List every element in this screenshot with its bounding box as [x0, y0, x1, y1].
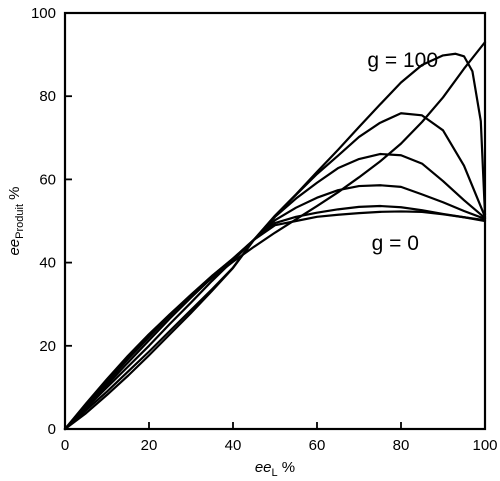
x-tick-label: 20: [141, 437, 158, 454]
x-tick-label: 100: [472, 437, 497, 454]
curves-group: [63, 41, 487, 431]
x-tick-label: 60: [309, 437, 326, 454]
plot-frame: [63, 11, 487, 431]
y-tick-label: 40: [39, 255, 56, 272]
x-axis-label: eeL %: [255, 459, 295, 479]
y-tick-label: 100: [31, 5, 56, 22]
series-curve-4: [63, 184, 487, 431]
series-curve-7: [63, 52, 487, 431]
series-curve-2: [63, 210, 487, 431]
ticks-group: 0 20 40 60 80 100 0 20 40 60 80 100: [31, 5, 498, 454]
x-tick-label: 80: [393, 437, 410, 454]
annotations-group: g = 100 g = 0: [367, 49, 438, 255]
x-axis-label-sub: L: [272, 467, 278, 479]
y-axis-label-sub: Produit: [14, 204, 26, 239]
y-tick-label: 60: [39, 171, 56, 188]
y-axis-label: eeProduit %: [6, 186, 26, 255]
x-axis-label-main: ee: [255, 459, 272, 476]
y-axis-label-main: ee: [6, 239, 23, 256]
x-tick-label: 0: [61, 437, 69, 454]
series-curve-6: [63, 112, 487, 431]
curve-annotation: g = 0: [372, 232, 419, 255]
y-axis-label-unit: %: [6, 186, 23, 204]
y-tick-label: 0: [48, 421, 56, 438]
curve-annotation: g = 100: [367, 49, 438, 72]
series-curve-3: [63, 204, 487, 431]
y-tick-label: 20: [39, 338, 56, 355]
x-tick-label: 40: [225, 437, 242, 454]
x-axis-label-unit: %: [278, 459, 296, 476]
y-tick-label: 80: [39, 88, 56, 105]
